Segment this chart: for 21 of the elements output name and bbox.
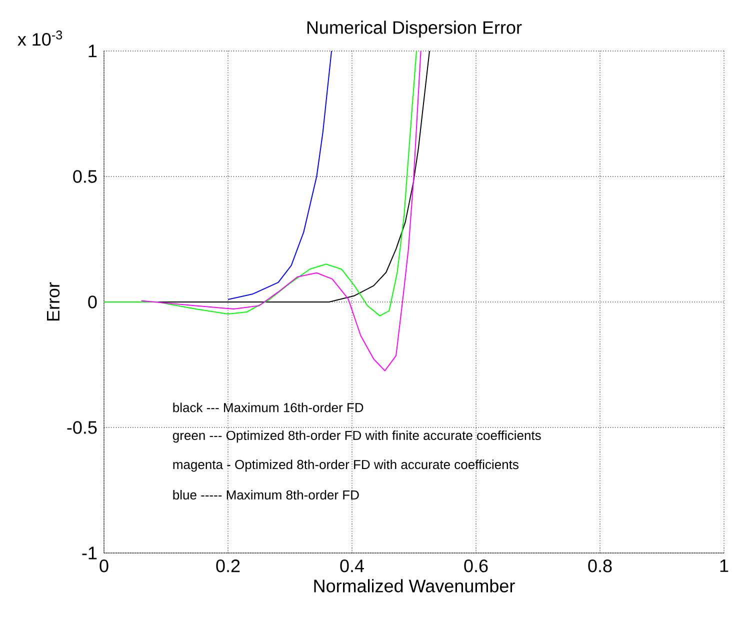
x-tick-label: 0.8 — [588, 560, 612, 572]
y-tick-label: 0.5 — [73, 170, 97, 183]
y-tick-label: -1 — [82, 546, 97, 560]
x-tick-label: 1 — [720, 560, 728, 572]
x-tick-label: 0.6 — [464, 560, 488, 572]
chart-title: Numerical Dispersion Error — [307, 20, 522, 38]
annotation: black --- Maximum 16th-order FD — [173, 402, 364, 412]
line-series — [228, 50, 332, 300]
y-tick-label: -0.5 — [67, 421, 97, 434]
y-tick-label: 1 — [88, 44, 97, 58]
text: x 10$^{-3}$ — [18, 30, 62, 46]
x-tick-label: 0 — [100, 560, 108, 572]
annotation: blue ----- Maximum 8th-order FD — [173, 490, 359, 500]
x-axis-title: Normalized Wavenumber — [314, 579, 515, 592]
x-tick-label: 0.2 — [216, 560, 240, 572]
annotation: green --- Optimized 8th-order FD with finite accurate coefficients — [172, 430, 541, 443]
line-series — [140, 50, 422, 372]
y-tick-label: 0 — [88, 296, 97, 308]
x-tick-label: 0.4 — [340, 560, 364, 572]
y-axis-title: Error — [47, 282, 60, 321]
annotation: magenta - Optimized 8th-order FD with accurate coefficients — [173, 460, 518, 472]
